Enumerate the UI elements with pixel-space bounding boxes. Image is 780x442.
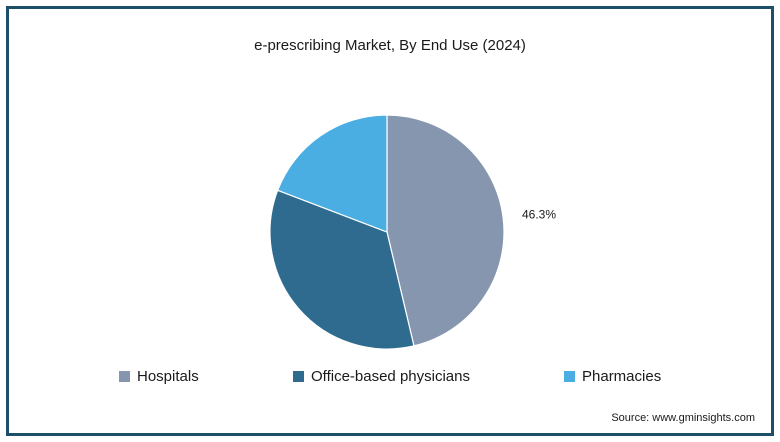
pie-slice-office-based-physicians: [269, 189, 415, 350]
pie-chart: 46.3%: [269, 114, 556, 350]
legend-swatch-pharmacies: [564, 371, 575, 382]
legend-label-pharmacies: Pharmacies: [582, 368, 662, 385]
legend-item-hospitals: Hospitals: [119, 368, 199, 385]
legend: Hospitals Office-based physicians Pharma…: [9, 368, 771, 392]
pie-label-hospitals: 46.3%: [522, 207, 556, 221]
pie-slice-pharmacies: [276, 114, 388, 233]
legend-label-office-based-physicians: Office-based physicians: [311, 368, 470, 385]
chart-frame: e-prescribing Market, By End Use (2024) …: [6, 6, 774, 436]
pie-slice-hospitals: [386, 114, 505, 347]
legend-item-office-based-physicians: Office-based physicians: [293, 368, 470, 385]
chart-title: e-prescribing Market, By End Use (2024): [254, 37, 526, 54]
source-note: Source: www.gminsights.com: [611, 412, 755, 424]
legend-item-pharmacies: Pharmacies: [564, 368, 661, 385]
legend-swatch-hospitals: [119, 371, 130, 382]
legend-swatch-office-based-physicians: [293, 371, 304, 382]
legend-label-hospitals: Hospitals: [137, 368, 199, 385]
